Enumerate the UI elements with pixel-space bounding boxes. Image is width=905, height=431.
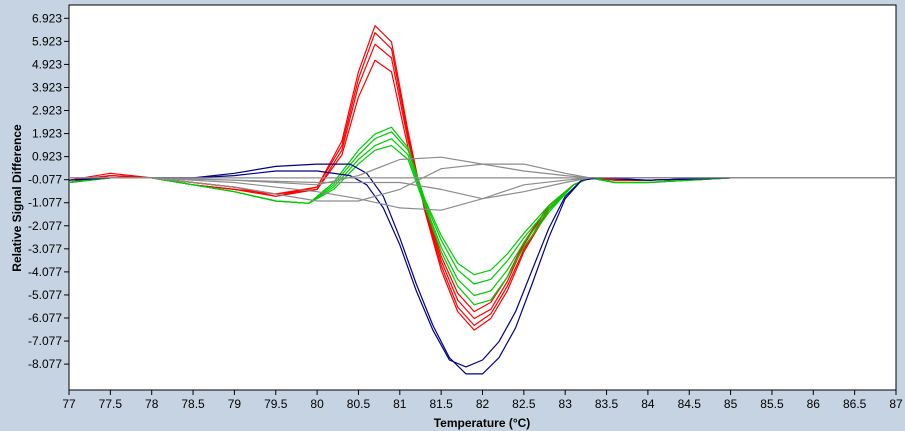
- y-tick-label: 1.923: [32, 127, 62, 141]
- y-tick-label: -1.077: [28, 196, 62, 210]
- x-tick-label: 85.5: [760, 397, 784, 411]
- x-tick-label: 85: [724, 397, 738, 411]
- x-tick-label: 82: [476, 397, 490, 411]
- series-layer: [68, 25, 896, 375]
- y-tick-label: -0.077: [28, 173, 62, 187]
- x-tick-label: 84: [641, 397, 655, 411]
- y-tick-label: -4.077: [28, 265, 62, 279]
- x-tick-label: 77: [62, 397, 76, 411]
- x-tick-label: 80: [310, 397, 324, 411]
- x-tick-label: 77.5: [99, 397, 123, 411]
- y-tick-label: -6.077: [28, 311, 62, 325]
- y-tick-label: 5.923: [32, 34, 62, 48]
- x-tick-label: 78.5: [181, 397, 205, 411]
- x-tick-label: 80.5: [347, 397, 371, 411]
- y-tick-label: -5.077: [28, 288, 62, 302]
- x-tick-label: 83.5: [595, 397, 619, 411]
- y-axis: 6.923 5.923 4.923 3.923 2.923 1.923 0.923 -0.07…: [28, 11, 69, 371]
- y-tick-label: -8.077: [28, 357, 62, 371]
- y-tick-label: -7.077: [28, 334, 62, 348]
- y-tick-label: -3.077: [28, 242, 62, 256]
- x-axis: 77 77.5 78 78.5 79 79.5 80 80.5 81 81.5 82 82.5 83 83…: [62, 390, 903, 411]
- y-axis-title: Relative Signal Difference: [10, 124, 24, 272]
- x-tick-label: 83: [559, 397, 573, 411]
- x-tick-label: 79: [228, 397, 242, 411]
- x-tick-label: 87: [889, 397, 903, 411]
- y-tick-label: 3.923: [32, 80, 62, 94]
- series-line-3: [68, 59, 896, 313]
- x-tick-label: 86: [807, 397, 821, 411]
- x-axis-title: Temperature (°C): [434, 416, 531, 430]
- x-tick-label: 82.5: [512, 397, 536, 411]
- y-tick-label: 4.923: [32, 57, 62, 71]
- x-tick-label: 79.5: [264, 397, 288, 411]
- y-tick-label: 6.923: [32, 11, 62, 25]
- x-tick-label: 78: [145, 397, 159, 411]
- x-tick-label: 84.5: [678, 397, 702, 411]
- y-tick-label: -2.077: [28, 219, 62, 233]
- series-line-7: [68, 145, 896, 306]
- series-line-9: [68, 170, 896, 368]
- x-tick-label: 86.5: [843, 397, 867, 411]
- y-tick-label: 0.923: [32, 150, 62, 164]
- plot-area: [68, 4, 897, 391]
- x-tick-label: 81: [393, 397, 407, 411]
- x-tick-label: 81.5: [429, 397, 453, 411]
- y-tick-label: 2.923: [32, 104, 62, 118]
